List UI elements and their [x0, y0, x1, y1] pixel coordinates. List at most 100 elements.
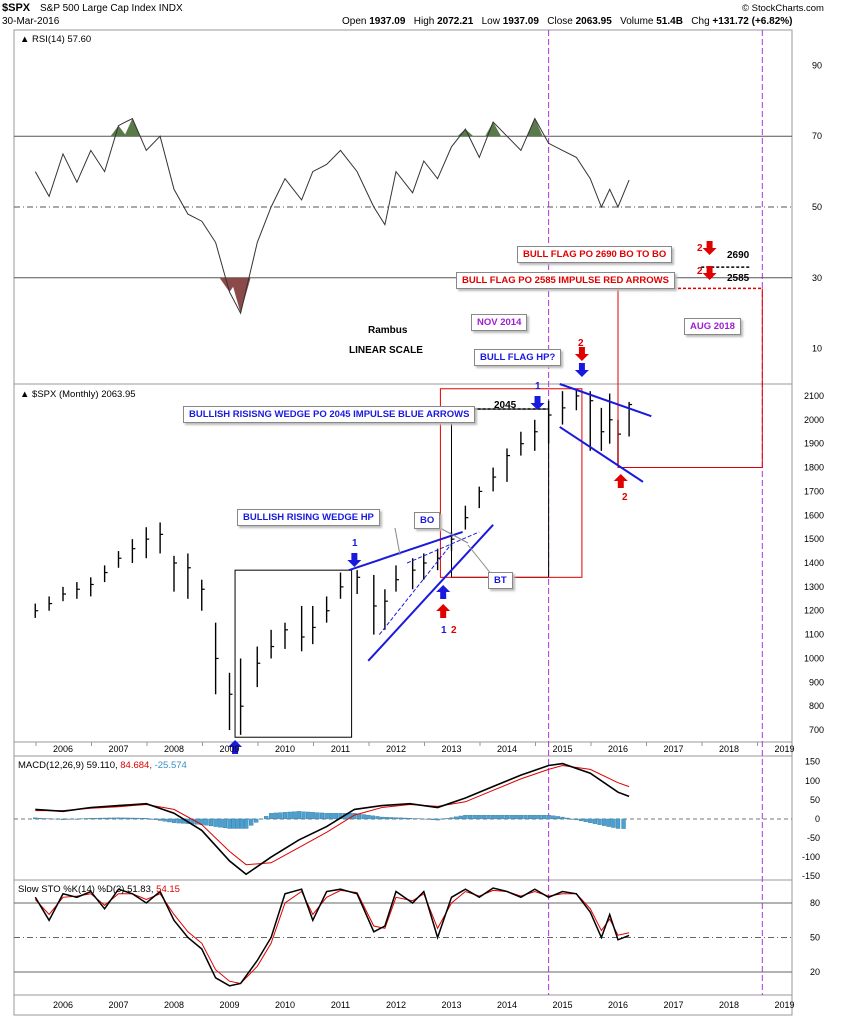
impulse-number-1-hp: 1 [352, 538, 358, 549]
macd-histogram-bar [598, 819, 602, 825]
macd-histogram-bar [362, 815, 366, 819]
rsi-tick-90: 90 [812, 60, 822, 70]
macd-histogram-bar [514, 815, 518, 819]
x-tick-top-2014: 2014 [497, 744, 517, 754]
macd-histogram-bar [177, 819, 181, 823]
macd-histogram-bar [103, 818, 107, 819]
macd-histogram-bar [315, 813, 319, 819]
macd-histogram-bar [616, 819, 620, 829]
macd-histogram-bar [283, 812, 287, 819]
x-tick-bottom-2010: 2010 [275, 1000, 295, 1010]
macd-histogram-bar [487, 815, 491, 819]
macd-histogram-bar [61, 819, 65, 820]
macd-histogram-bar [144, 818, 148, 819]
rsi-tick-70: 70 [812, 131, 822, 141]
macd-histogram-bar [240, 819, 244, 829]
macd-histogram-bar [93, 818, 97, 819]
x-tick-top-2013: 2013 [441, 744, 461, 754]
x-tick-top-2017: 2017 [663, 744, 683, 754]
level-2045-label: 2045 [494, 400, 516, 411]
x-tick-bottom-2016: 2016 [608, 1000, 628, 1010]
macd-tick--50: -50 [807, 833, 820, 843]
bull-flag-2585-callout: BULL FLAG PO 2585 IMPULSE RED ARROWS [456, 272, 675, 289]
macd-histogram-bar [149, 819, 153, 820]
x-tick-bottom-2017: 2017 [663, 1000, 683, 1010]
red-arrow-down-2015 [575, 347, 589, 361]
macd-histogram-bar [366, 815, 370, 819]
macd-histogram-bar [584, 819, 588, 822]
macd-histogram-bar [43, 818, 47, 819]
x-tick-bottom-2014: 2014 [497, 1000, 517, 1010]
macd-histogram-bar [130, 818, 134, 819]
macd-histogram-bar [408, 818, 412, 819]
macd-histogram-bar [561, 817, 565, 819]
macd-histogram-bar [172, 819, 176, 823]
macd-histogram-bar [325, 813, 329, 819]
aug-2018-callout: AUG 2018 [684, 318, 741, 335]
x-tick-bottom-2019: 2019 [774, 1000, 794, 1010]
macd-histogram-bar [236, 819, 240, 829]
macd-histogram-bar [112, 818, 116, 819]
price-panel-label: ▲ $SPX (Monthly) 2063.95 [20, 389, 136, 400]
rsi-overbought-fill [527, 119, 543, 137]
macd-histogram-bar [426, 819, 430, 820]
macd-histogram-bar [218, 819, 222, 827]
bt-pointer [468, 545, 492, 575]
price-tick-1800: 1800 [804, 463, 824, 473]
x-tick-top-2018: 2018 [719, 744, 739, 754]
x-tick-top-2008: 2008 [164, 744, 184, 754]
macd-histogram-bar [519, 815, 523, 819]
macd-histogram-bar [542, 815, 546, 819]
bull-flag-2690-callout: BULL FLAG PO 2690 BO TO BO [517, 246, 672, 263]
price-tick-800: 800 [809, 701, 824, 711]
index-name: S&P 500 Large Cap Index INDX [40, 3, 183, 14]
macd-histogram-bar [254, 819, 258, 822]
macd-histogram-bar [311, 812, 315, 819]
macd-histogram-bar [570, 819, 574, 820]
date-label: 30-Mar-2016 [2, 16, 59, 27]
red-arrow-down-2690 [703, 241, 717, 255]
x-tick-top-2012: 2012 [386, 744, 406, 754]
macd-histogram-bar [510, 815, 514, 819]
macd-tick--150: -150 [802, 871, 820, 881]
wedge-lower-line [368, 525, 493, 661]
rsi-tick-50: 50 [812, 202, 822, 212]
macd-tick-150: 150 [805, 757, 820, 767]
x-tick-top-2007: 2007 [108, 744, 128, 754]
sto-tick-20: 20 [810, 967, 820, 977]
impulse-box-1 [235, 570, 352, 737]
linear-scale-label: LINEAR SCALE [349, 345, 423, 356]
x-tick-bottom-2018: 2018 [719, 1000, 739, 1010]
price-tick-1300: 1300 [804, 582, 824, 592]
macd-histogram-bar [622, 819, 626, 829]
macd-histogram-bar [537, 815, 541, 819]
macd-histogram-bar [376, 816, 380, 819]
sto-d-line [35, 890, 629, 983]
red-projection-box [618, 288, 762, 467]
macd-histogram-bar [394, 818, 398, 819]
impulse-number-2-bullflag: 2 [578, 338, 584, 349]
macd-histogram-bar [249, 819, 253, 825]
blue-arrow-down-2015 [575, 363, 589, 377]
macd-histogram-bar [431, 819, 435, 820]
price-tick-1100: 1100 [805, 630, 824, 640]
macd-histogram-bar [450, 818, 454, 819]
blue-arrow-down-2011 [347, 553, 361, 567]
macd-histogram-bar [389, 817, 393, 819]
price-tick-2100: 2100 [804, 391, 824, 401]
impulse-number-1-wedge: 1 [441, 625, 447, 636]
x-tick-bottom-2013: 2013 [441, 1000, 461, 1010]
macd-histogram-bar [329, 813, 333, 819]
macd-histogram-bar [454, 817, 458, 819]
macd-histogram-bar [482, 815, 486, 819]
macd-histogram-bar [38, 818, 42, 819]
x-tick-bottom-2009: 2009 [219, 1000, 239, 1010]
price-tick-1600: 1600 [804, 510, 824, 520]
level-2690-label: 2690 [727, 250, 749, 261]
x-tick-bottom-2008: 2008 [164, 1000, 184, 1010]
macd-histogram-bar [89, 818, 93, 819]
macd-histogram-bar [209, 819, 213, 826]
bo-pointer [440, 528, 468, 543]
macd-histogram-bar [473, 815, 477, 819]
x-tick-top-2016: 2016 [608, 744, 628, 754]
